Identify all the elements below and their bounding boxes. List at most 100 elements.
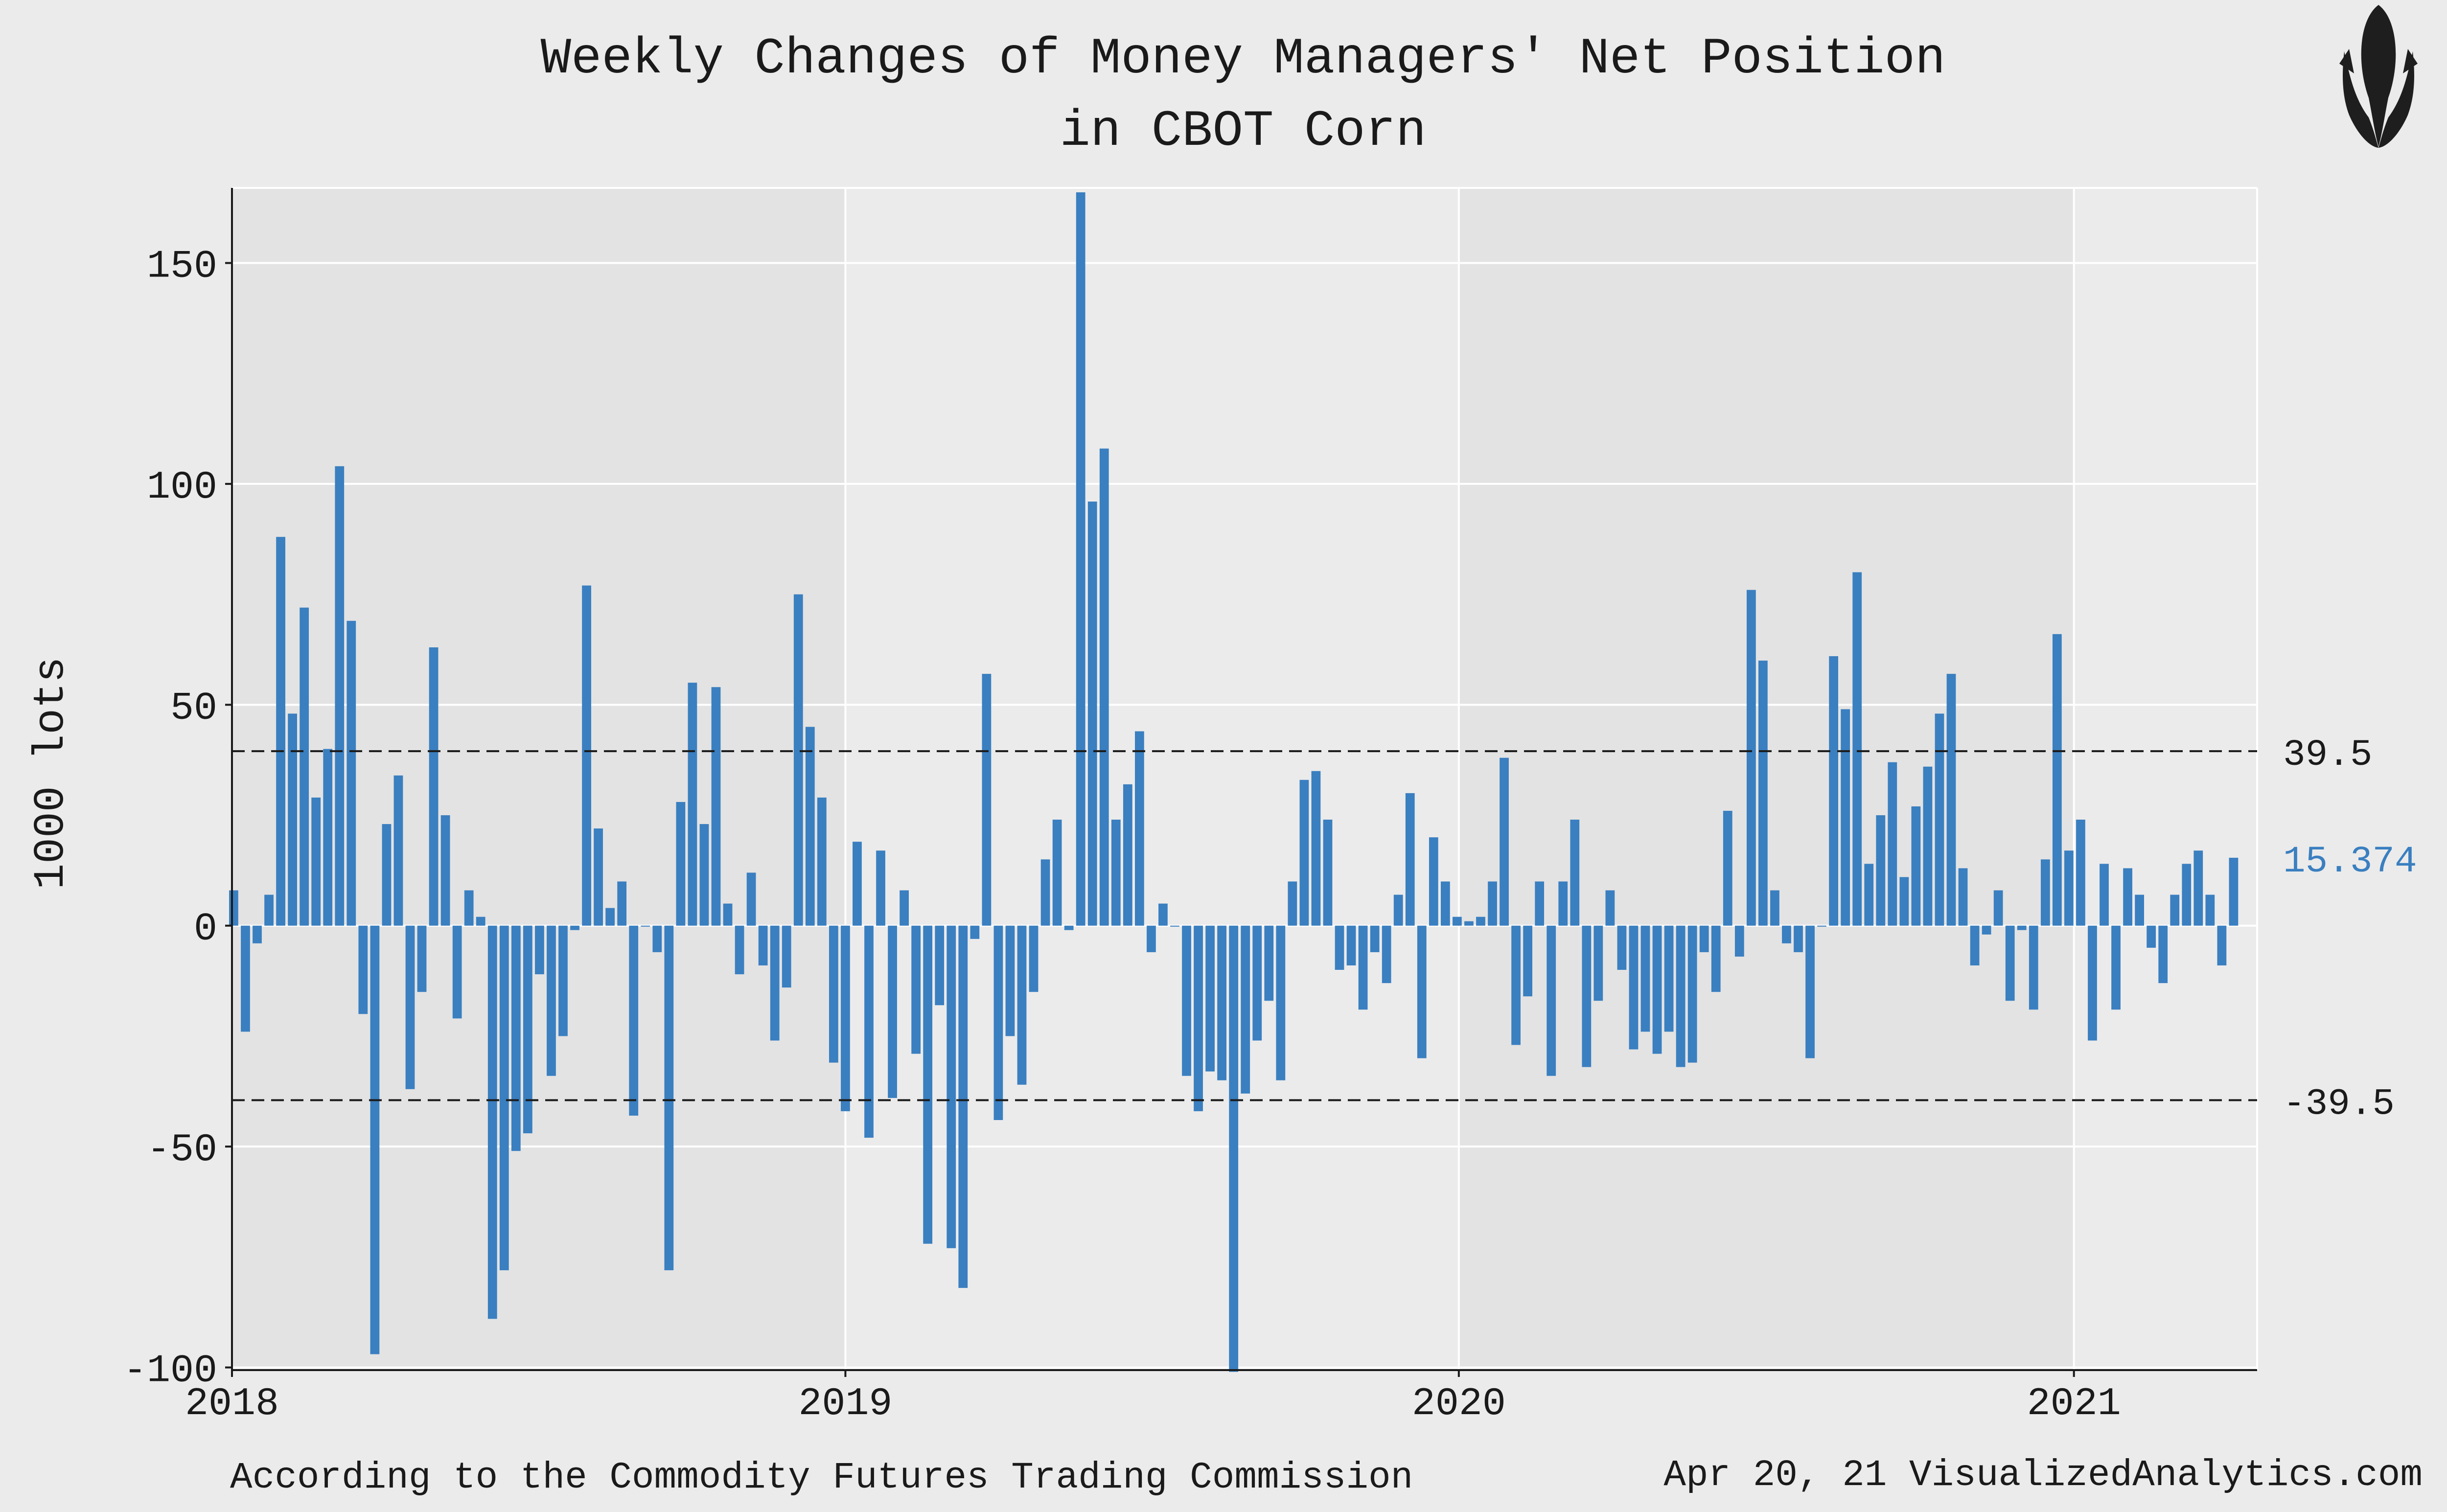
bar (1511, 925, 1521, 1045)
bar (2100, 864, 2109, 926)
bar (958, 925, 968, 1288)
y-tick-label: 150 (147, 244, 217, 289)
bar (1852, 572, 1862, 926)
bar (1311, 771, 1321, 926)
bar (346, 620, 356, 926)
x-tick-label: 2018 (185, 1382, 279, 1426)
footer-source: According to the Commodity Futures Tradi… (230, 1457, 1413, 1499)
bar (2135, 894, 2144, 926)
bar (617, 881, 627, 926)
bar (1946, 674, 1956, 926)
bar (1370, 925, 1380, 952)
bar (1205, 925, 1215, 1072)
bar-series (229, 192, 2239, 1372)
bar (888, 925, 897, 1098)
bar (417, 925, 427, 992)
bar (1876, 815, 1886, 926)
bar (440, 815, 450, 926)
bar (1758, 661, 1768, 926)
bar (1970, 925, 1980, 965)
bar (253, 925, 262, 943)
bar (1099, 448, 1109, 926)
bar (1417, 925, 1427, 1058)
bar (652, 925, 662, 952)
bar (1535, 881, 1545, 926)
bar (1558, 881, 1568, 926)
chart-title-line2: in CBOT Corn (1060, 103, 1427, 160)
bar (1746, 590, 1756, 926)
bar (276, 537, 285, 926)
bar (511, 925, 521, 1151)
bar (1147, 925, 1156, 952)
bar (1052, 820, 1062, 926)
bar (829, 925, 838, 1063)
y-axis-label: 1000 lots (27, 657, 76, 889)
bar (1829, 656, 1839, 926)
bar (641, 925, 650, 927)
bar (487, 925, 497, 1319)
bar (1629, 925, 1639, 1050)
bar (1382, 925, 1391, 984)
bar (1582, 925, 1592, 1067)
bar (1805, 925, 1815, 1058)
bar (264, 894, 274, 926)
bar (723, 903, 733, 926)
bar (582, 585, 591, 926)
bar (241, 925, 250, 1032)
bar (1676, 925, 1685, 1067)
bar (1523, 925, 1533, 997)
bar (2158, 925, 2168, 984)
bar (311, 797, 321, 926)
bar (288, 713, 297, 926)
bar (1605, 890, 1615, 926)
last-value-label: 15.374 (2283, 841, 2417, 883)
bar (1170, 925, 1179, 927)
bar (1664, 925, 1674, 1032)
bar (1158, 903, 1168, 926)
bar (2170, 894, 2180, 926)
bar (2193, 850, 2203, 926)
bar (382, 824, 392, 926)
bar (2005, 925, 2015, 1001)
bar (1923, 766, 1933, 926)
bar (993, 925, 1003, 1120)
bar (1288, 881, 1297, 926)
bar (2040, 859, 2050, 926)
bar (1346, 925, 1356, 965)
bar (711, 687, 721, 926)
bar (1464, 921, 1474, 926)
chart-title-line1: Weekly Changes of Money Managers' Net Po… (541, 30, 1946, 88)
bar (2064, 850, 2074, 926)
bar (1076, 192, 1085, 926)
y-tick-label: -100 (123, 1349, 217, 1394)
bar (1982, 925, 1991, 935)
bar (1652, 925, 1662, 1054)
bar (523, 925, 532, 1134)
bar (1123, 784, 1132, 926)
bar (2147, 925, 2156, 948)
bar (229, 890, 238, 926)
bar (1734, 925, 1744, 957)
plot-background (232, 188, 2257, 1370)
bar (1899, 877, 1909, 926)
bar (547, 925, 556, 1076)
bar (2123, 868, 2132, 926)
bar (429, 647, 439, 926)
bar (853, 842, 862, 926)
bar (1687, 925, 1697, 1063)
bar (758, 925, 768, 965)
bar (1593, 925, 1603, 1001)
bar (1182, 925, 1191, 1076)
bar (405, 925, 415, 1089)
bar (1817, 925, 1826, 927)
reference-lines: 39.5 -39.5 15.374 (232, 734, 2417, 1125)
bar (664, 925, 674, 1270)
bar (1040, 859, 1050, 926)
bar (570, 925, 579, 930)
bar (2217, 925, 2227, 965)
bar (476, 916, 485, 926)
bar (1640, 925, 1650, 1032)
bar (1087, 502, 1097, 926)
bar (1935, 713, 1944, 926)
bar (1299, 779, 1309, 926)
